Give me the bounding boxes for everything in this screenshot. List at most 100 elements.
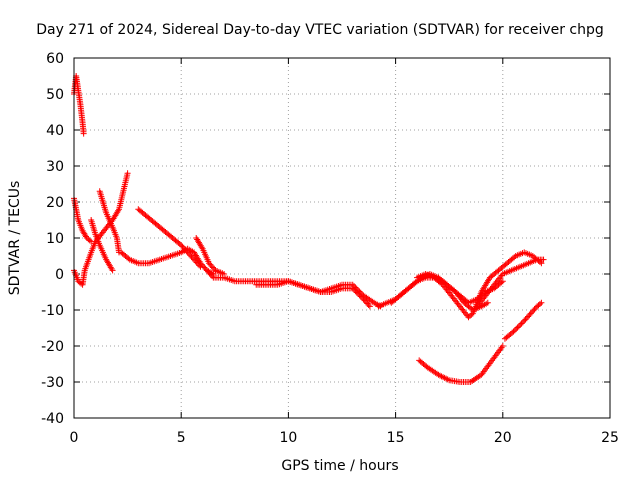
- y-tick-label: 60: [46, 51, 64, 67]
- data-point: [178, 242, 185, 249]
- y-tick-label: -40: [41, 411, 64, 427]
- x-tick-label: 5: [177, 430, 186, 446]
- data-point: [356, 292, 363, 299]
- data-point: [352, 288, 359, 295]
- x-tick-label: 10: [279, 430, 297, 446]
- data-point: [364, 300, 371, 307]
- data-point: [191, 256, 198, 263]
- data-point: [187, 252, 194, 259]
- data-point: [125, 255, 132, 262]
- data-point: [86, 237, 93, 244]
- data-point: [206, 270, 213, 277]
- data-point: [525, 313, 532, 320]
- data-point: [209, 264, 216, 271]
- plot-frame: [73, 57, 611, 419]
- data-point: [499, 343, 506, 349]
- x-tick-label: 25: [601, 430, 619, 446]
- data-point: [208, 263, 215, 270]
- data-point: [361, 297, 368, 304]
- data-point: [526, 312, 533, 319]
- y-tick-label: 0: [55, 267, 64, 283]
- data-point: [514, 324, 521, 331]
- x-tick-labels: 0 5 10 15 20 25: [70, 430, 619, 446]
- data-point: [363, 299, 370, 306]
- data-point: [124, 170, 131, 177]
- data-point: [438, 280, 445, 287]
- x-axis-label: GPS time / hours: [281, 458, 398, 474]
- data-point: [351, 286, 358, 293]
- data-point: [188, 253, 195, 260]
- data-point: [527, 310, 534, 317]
- data-point: [205, 268, 212, 275]
- data-point: [511, 327, 518, 334]
- data-point: [109, 267, 116, 274]
- y-tick-labels: 60 50 40 30 20 10 0 -10 -20 -30 -40: [41, 51, 64, 427]
- data-point: [528, 309, 535, 316]
- data-point: [189, 255, 196, 262]
- data-point: [197, 263, 204, 270]
- chart-title: Day 271 of 2024, Sidereal Day-to-day VTE…: [36, 22, 604, 38]
- y-axis-label: SDTVAR / TECUs: [7, 181, 23, 296]
- data-point: [530, 307, 537, 314]
- data-point: [207, 261, 214, 268]
- y-tick-label: -10: [41, 303, 64, 319]
- data-point: [484, 299, 491, 306]
- data-points: [71, 73, 547, 385]
- data-point: [540, 256, 547, 263]
- data-point: [206, 260, 213, 267]
- data-point: [349, 285, 356, 292]
- data-point: [193, 259, 200, 266]
- data-point: [359, 294, 366, 301]
- data-point: [518, 320, 525, 327]
- data-point: [185, 250, 192, 257]
- data-point: [353, 289, 360, 296]
- data-point: [532, 304, 539, 311]
- data-point: [366, 303, 373, 310]
- data-point: [523, 314, 530, 321]
- data-point: [179, 243, 186, 250]
- data-point: [201, 264, 208, 271]
- y-tick-label: -30: [41, 375, 64, 391]
- data-point: [357, 293, 364, 300]
- data-point: [412, 279, 419, 286]
- data-point: [194, 260, 201, 267]
- data-point: [522, 316, 529, 323]
- y-tick-label: -20: [41, 339, 64, 355]
- data-point: [365, 301, 372, 308]
- data-point: [203, 267, 210, 274]
- data-point: [196, 262, 203, 269]
- data-point: [515, 323, 522, 330]
- data-point: [184, 249, 191, 256]
- data-point: [183, 247, 190, 254]
- data-point: [511, 254, 518, 261]
- data-point: [538, 299, 545, 306]
- data-point: [355, 290, 362, 297]
- data-point: [498, 279, 505, 286]
- data-point: [509, 329, 516, 336]
- y-tick-label: 20: [46, 195, 64, 211]
- y-tick-label: 30: [46, 159, 64, 175]
- x-tick-label: 0: [70, 430, 79, 446]
- y-tick-label: 10: [46, 231, 64, 247]
- data-point: [207, 271, 214, 278]
- data-point: [538, 260, 545, 267]
- data-point: [499, 278, 506, 285]
- data-point: [180, 245, 187, 252]
- data-point: [531, 306, 538, 313]
- data-point: [517, 321, 524, 328]
- data-point: [536, 301, 543, 307]
- y-tick-label: 50: [46, 87, 64, 103]
- data-point: [192, 258, 199, 265]
- data-point: [513, 325, 520, 332]
- data-point: [510, 328, 517, 335]
- data-point: [211, 265, 218, 272]
- data-point: [519, 319, 526, 326]
- y-tick-label: 40: [46, 123, 64, 139]
- data-point: [200, 263, 207, 270]
- grid-lines: [73, 57, 611, 419]
- data-point: [209, 273, 216, 280]
- data-point: [360, 296, 367, 303]
- data-point: [176, 241, 183, 247]
- x-tick-label: 15: [387, 430, 405, 446]
